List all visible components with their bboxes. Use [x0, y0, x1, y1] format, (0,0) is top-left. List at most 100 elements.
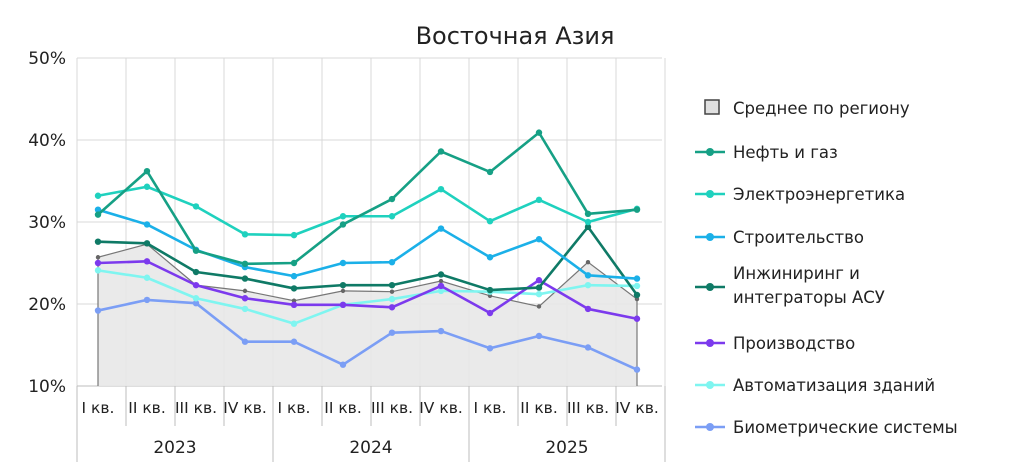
series-point	[339, 259, 347, 267]
x-tick-label: II кв.	[324, 399, 362, 417]
legend-swatch	[704, 99, 720, 115]
series-point	[584, 272, 592, 279]
y-tick-label: 20%	[28, 295, 66, 315]
x-tick-label: I кв.	[82, 399, 115, 417]
series-line	[96, 208, 639, 280]
series-point	[94, 211, 102, 218]
series-point	[192, 281, 200, 289]
average-area-fill	[98, 244, 637, 386]
legend-label: Нефть и газ	[733, 143, 838, 162]
series-point	[633, 206, 641, 213]
series-point	[94, 267, 102, 274]
series-point	[143, 274, 151, 281]
y-tick-label: 40%	[28, 131, 66, 151]
series-point	[339, 281, 347, 289]
series-point	[535, 332, 543, 340]
legend-swatch-marker	[706, 148, 714, 156]
series-point	[241, 275, 249, 282]
series-point	[584, 281, 592, 289]
series-point	[241, 260, 249, 268]
legend: Среднее по региону Нефть и газ Электроэнер…	[695, 99, 958, 437]
series-line	[96, 269, 639, 325]
series-line	[96, 131, 639, 266]
legend-label: Производство	[733, 334, 855, 353]
series-point	[535, 290, 543, 298]
legend-label: Инжиниринг и	[733, 264, 860, 283]
series-point	[633, 282, 641, 290]
series-point	[290, 285, 298, 292]
x-tick-label: IV кв.	[419, 399, 463, 417]
series-point	[584, 344, 592, 351]
series-point	[339, 301, 347, 309]
chart-title: Восточная Азия	[416, 22, 615, 50]
series-point	[143, 296, 151, 304]
legend-label: Электроэнергетика	[733, 185, 905, 204]
series-point	[192, 268, 200, 276]
series-point	[633, 315, 641, 322]
legend-label: Строительство	[733, 228, 864, 247]
average-line	[97, 243, 638, 308]
series-point	[388, 295, 396, 303]
series-point	[388, 329, 396, 336]
y-tick-label: 30%	[28, 213, 66, 233]
average-point	[438, 278, 444, 284]
series-point	[339, 213, 347, 220]
series-point	[437, 282, 445, 290]
x-tick-label: IV кв.	[223, 399, 267, 417]
legend-swatch-marker	[706, 423, 714, 431]
series-point	[535, 236, 543, 243]
average-point	[536, 304, 542, 309]
series-line	[96, 298, 639, 371]
legend-label: интеграторы АСУ	[733, 288, 885, 307]
series-point	[339, 361, 347, 368]
series-point	[143, 167, 151, 175]
series-point	[241, 305, 249, 313]
series-point	[143, 240, 151, 247]
series-point	[192, 203, 200, 210]
series-point	[437, 327, 445, 335]
series-line	[96, 260, 639, 321]
average-point	[585, 259, 591, 265]
series-point	[633, 291, 641, 299]
x-tick-label: III кв.	[567, 399, 609, 417]
series-line	[96, 225, 639, 297]
series-point	[339, 221, 347, 228]
series-point	[290, 301, 298, 309]
average-point	[340, 288, 346, 294]
x-tick-label: I кв.	[474, 399, 507, 417]
series-lines	[94, 129, 641, 373]
x-tick-label: III кв.	[175, 399, 217, 417]
year-label: 2025	[545, 438, 588, 458]
average-point	[389, 289, 395, 294]
series-point	[290, 272, 298, 280]
series-point	[486, 254, 494, 261]
series-point	[94, 192, 102, 199]
series-point	[633, 366, 641, 373]
series-point	[192, 247, 200, 254]
x-tick-label: II кв.	[128, 399, 166, 417]
series-point	[633, 275, 641, 282]
series-point	[388, 281, 396, 289]
series-point	[584, 223, 592, 231]
series-point	[241, 231, 249, 238]
series-point	[192, 299, 200, 307]
legend-swatch-marker	[706, 381, 714, 389]
series-point	[241, 338, 249, 345]
series-point	[437, 271, 445, 278]
y-tick-label: 50%	[28, 49, 66, 69]
series-point	[94, 259, 102, 267]
series-point	[486, 168, 494, 176]
series-point	[143, 221, 151, 228]
year-label: 2024	[349, 438, 392, 458]
series-point	[143, 258, 151, 265]
series-point	[437, 225, 445, 232]
series-point	[486, 309, 494, 317]
series-point	[388, 213, 396, 220]
series-point	[388, 304, 396, 311]
legend-label: Среднее по региону	[733, 99, 910, 118]
x-tick-label: II кв.	[520, 399, 558, 417]
legend-label: Автоматизация зданий	[733, 376, 935, 395]
series-point	[388, 195, 396, 203]
